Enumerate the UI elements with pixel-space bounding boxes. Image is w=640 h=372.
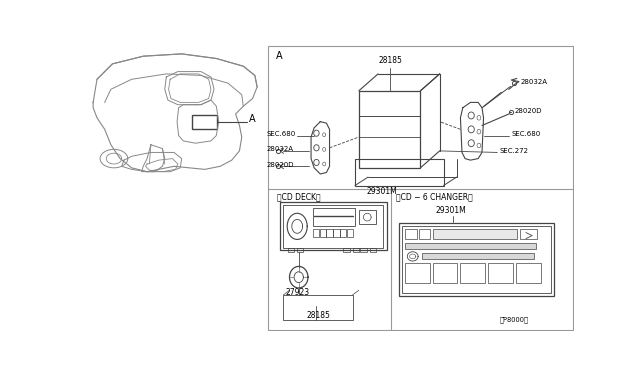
Text: 28020D: 28020D <box>515 108 542 114</box>
Text: 〈CD DECK〉: 〈CD DECK〉 <box>277 192 321 202</box>
Bar <box>422 253 534 260</box>
Text: SEC.680: SEC.680 <box>266 131 296 137</box>
Text: 29301M: 29301M <box>436 206 467 215</box>
Text: 28020D: 28020D <box>266 162 294 168</box>
Bar <box>344 248 349 252</box>
Text: A: A <box>276 51 282 61</box>
Bar <box>340 230 346 237</box>
Bar <box>359 91 420 168</box>
Text: 28185: 28185 <box>379 57 403 65</box>
Bar <box>353 248 359 252</box>
Bar <box>516 263 541 283</box>
Bar <box>326 230 333 237</box>
Bar <box>360 248 367 252</box>
Bar <box>312 208 355 226</box>
Bar <box>359 210 376 224</box>
Bar <box>355 158 444 186</box>
Bar <box>288 248 294 252</box>
Text: 27923: 27923 <box>285 288 310 297</box>
Text: 28032A: 28032A <box>266 146 293 153</box>
Bar <box>193 115 217 129</box>
Bar <box>405 230 417 239</box>
Bar <box>405 263 429 283</box>
Bar <box>405 243 536 250</box>
Bar <box>402 226 551 294</box>
Bar <box>433 263 458 283</box>
Bar <box>333 230 340 237</box>
Bar <box>280 202 387 250</box>
Text: 28032A: 28032A <box>520 78 547 84</box>
Bar <box>284 295 353 320</box>
Text: A: A <box>249 114 255 124</box>
Bar <box>488 263 513 283</box>
Bar <box>319 230 326 237</box>
Bar <box>399 223 554 296</box>
Bar <box>348 230 353 237</box>
Bar <box>520 230 537 239</box>
Text: 29301M: 29301M <box>367 187 397 196</box>
Text: 〈CD − 6 CHANGER〉: 〈CD − 6 CHANGER〉 <box>396 192 472 202</box>
Text: 28185: 28185 <box>307 311 330 320</box>
Text: 〈P8000〉: 〈P8000〉 <box>499 317 528 323</box>
Bar <box>268 46 573 330</box>
Bar <box>369 248 376 252</box>
Bar <box>297 248 303 252</box>
Bar <box>284 205 383 248</box>
Bar <box>460 263 485 283</box>
Text: SEC.272: SEC.272 <box>500 148 529 154</box>
Text: SEC.680: SEC.680 <box>511 131 541 137</box>
Bar <box>433 230 517 239</box>
Bar <box>312 230 319 237</box>
Bar <box>419 230 431 239</box>
